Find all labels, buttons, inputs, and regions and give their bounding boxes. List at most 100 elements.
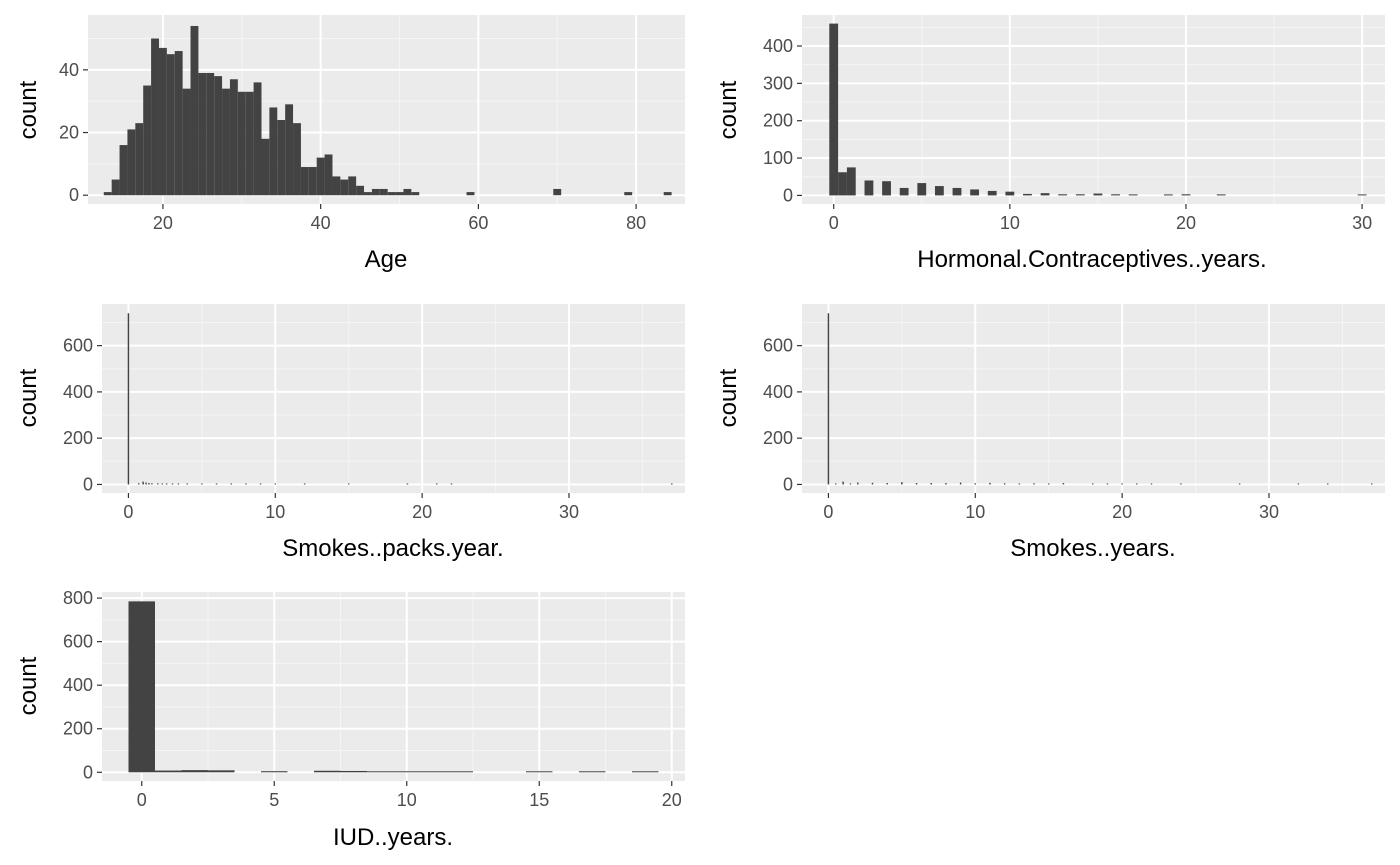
- histogram-bar: [182, 88, 191, 196]
- histogram-bar: [1180, 483, 1182, 485]
- histogram-bar: [1023, 193, 1032, 196]
- histogram-bar: [347, 483, 350, 485]
- panel-smokes-years-histogram: 0 10 20 30 0 200 400 600 Smokes..years. count: [715, 304, 1385, 562]
- x-tick-label: 20: [412, 502, 432, 522]
- histogram-bar: [222, 88, 230, 196]
- histogram-bar: [436, 483, 438, 485]
- y-tick-label: 600: [763, 336, 793, 356]
- histogram-bar: [166, 54, 175, 196]
- y-tick-label: 0: [69, 185, 79, 205]
- histogram-bar: [177, 483, 180, 485]
- y-tick-label: 20: [59, 123, 79, 143]
- x-tick-label: 15: [529, 790, 549, 810]
- histogram-bar: [446, 771, 473, 773]
- x-tick-label: 0: [123, 502, 133, 522]
- histogram-bar: [945, 483, 947, 485]
- histogram-bar: [103, 192, 112, 196]
- histogram-bar: [127, 313, 130, 485]
- y-tick-label: 400: [63, 675, 93, 695]
- histogram-bar: [579, 771, 606, 773]
- histogram-bar: [314, 770, 341, 773]
- histogram-bar: [1371, 483, 1373, 485]
- histogram-bar: [1163, 194, 1173, 196]
- histogram-bar: [1181, 194, 1191, 196]
- histogram-bar: [253, 82, 262, 196]
- y-tick-label: 200: [763, 428, 793, 448]
- histogram-bar: [1047, 483, 1050, 485]
- histogram-bar: [395, 192, 404, 196]
- histogram-bar: [1150, 483, 1153, 485]
- histogram-bar: [624, 192, 633, 196]
- y-tick-label: 0: [83, 762, 93, 782]
- x-tick-label: 0: [829, 213, 839, 233]
- x-tick-label: 10: [397, 790, 417, 810]
- panel-background: [102, 304, 685, 493]
- histogram-bar: [466, 192, 475, 196]
- histogram-bar: [857, 482, 859, 485]
- histogram-bar: [406, 483, 409, 485]
- x-tick-label: 10: [265, 502, 285, 522]
- histogram-bar: [340, 179, 349, 196]
- histogram-bar: [553, 188, 562, 196]
- panel-background: [802, 304, 1385, 493]
- histogram-bar: [959, 482, 962, 485]
- histogram-bar: [1093, 193, 1103, 196]
- y-axis-title: count: [715, 368, 742, 427]
- histogram-bar: [1062, 483, 1065, 485]
- histogram-bar: [1092, 483, 1094, 485]
- histogram-bar: [206, 72, 215, 196]
- histogram-bar: [229, 79, 238, 196]
- histogram-bar: [303, 483, 306, 485]
- x-tick-label: 30: [1352, 213, 1372, 233]
- histogram-bar: [526, 771, 553, 773]
- histogram-bar: [1216, 194, 1226, 196]
- x-tick-label: 10: [1000, 213, 1020, 233]
- histogram-bar: [1003, 483, 1006, 485]
- x-axis-title: Age: [365, 246, 408, 273]
- histogram-bar: [987, 190, 997, 196]
- histogram-bar: [165, 483, 168, 485]
- histogram-bar: [886, 483, 888, 485]
- y-axis-title: count: [15, 80, 42, 139]
- histogram-bar: [332, 176, 341, 196]
- histogram-bar: [285, 104, 294, 196]
- histogram-bar: [186, 483, 188, 485]
- histogram-bar: [230, 483, 232, 485]
- histogram-bar: [316, 157, 325, 196]
- histogram-bar: [1075, 194, 1085, 196]
- histogram-bar: [1121, 483, 1123, 485]
- y-tick-label: 200: [63, 719, 93, 739]
- histogram-bar: [367, 771, 394, 773]
- histogram-bar: [135, 123, 144, 196]
- histogram-bar: [671, 483, 673, 485]
- histogram-bar: [1033, 483, 1035, 485]
- histogram-bar: [174, 51, 183, 196]
- histogram-bar: [930, 483, 932, 485]
- histogram-bar: [237, 91, 246, 196]
- histogram-bar: [952, 187, 962, 196]
- panel-age-histogram: 20 40 60 80 0 20 40 Age count: [15, 15, 685, 273]
- x-tick-label: 60: [468, 213, 488, 233]
- histogram-bar: [1238, 483, 1241, 485]
- histogram-bar: [151, 483, 153, 485]
- histogram-bar: [420, 771, 447, 773]
- histogram-bar: [259, 483, 262, 485]
- histogram-bar: [970, 189, 980, 196]
- histogram-bar: [663, 192, 672, 196]
- y-tick-label: 0: [783, 474, 793, 494]
- histogram-bar: [1136, 483, 1138, 485]
- histogram-bar: [1106, 483, 1109, 485]
- y-tick-label: 400: [763, 382, 793, 402]
- histogram-bar: [215, 483, 218, 485]
- histogram-bar: [411, 192, 420, 196]
- histogram-bar: [274, 483, 277, 485]
- histogram-bar: [974, 483, 977, 485]
- x-tick-label: 20: [1112, 502, 1132, 522]
- histogram-bar: [364, 192, 372, 196]
- histogram-bar: [882, 181, 891, 196]
- x-tick-label: 20: [662, 790, 682, 810]
- histogram-bar: [915, 483, 918, 485]
